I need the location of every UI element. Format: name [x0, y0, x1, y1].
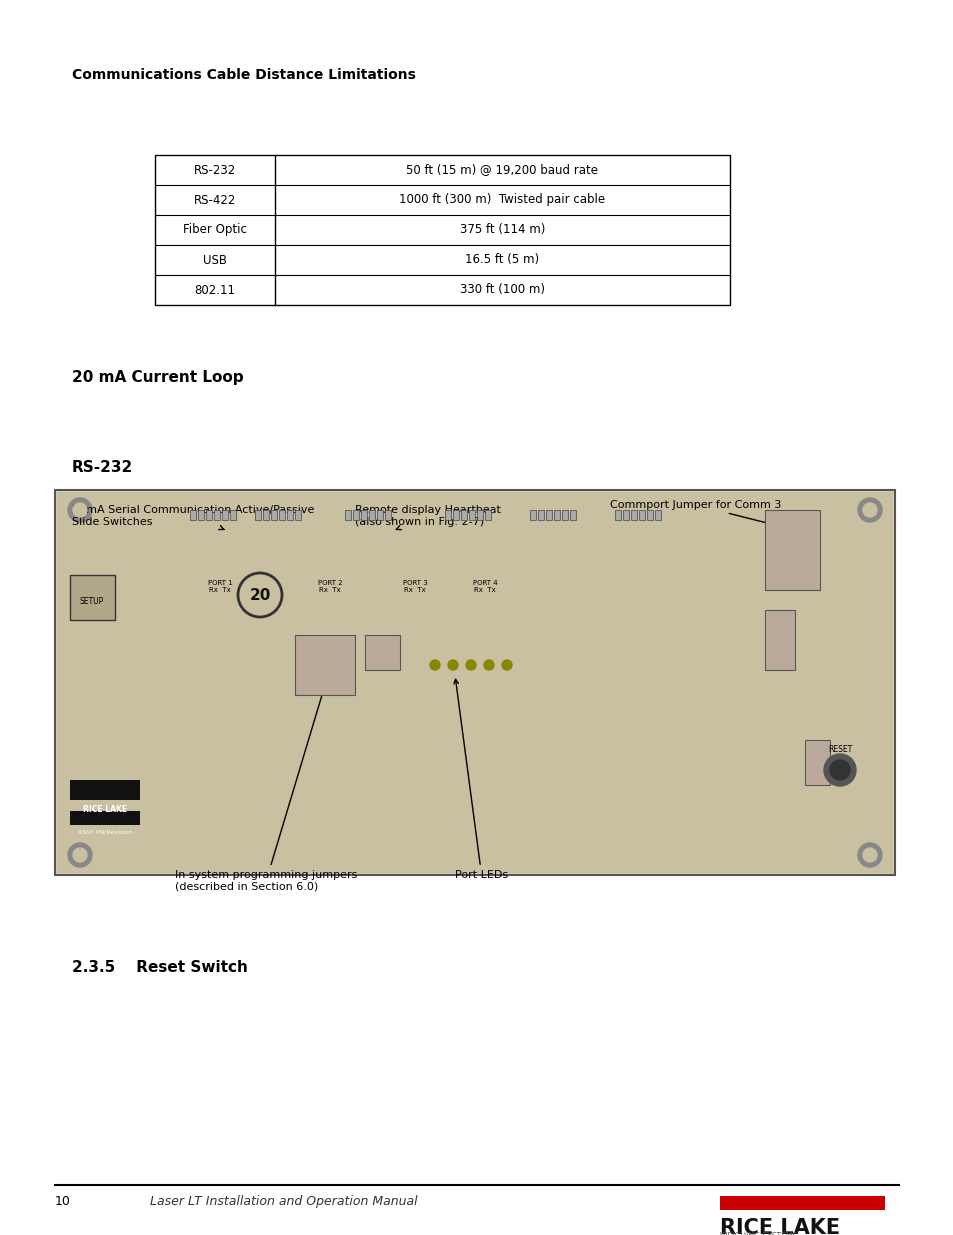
Bar	[444, 510, 451, 520]
Bar	[70, 811, 140, 825]
Bar	[198, 510, 204, 520]
Bar	[484, 510, 491, 520]
Bar	[615, 510, 620, 520]
Text: 802.11: 802.11	[194, 284, 235, 296]
Text: Communications Cable Distance Limitations: Communications Cable Distance Limitation…	[71, 68, 416, 82]
Bar	[530, 510, 536, 520]
Bar	[222, 510, 228, 520]
Text: RS-232: RS-232	[71, 459, 133, 475]
Bar	[254, 510, 261, 520]
Text: RICE LAKE: RICE LAKE	[720, 1218, 840, 1235]
Text: ASSY PN/Revision: ASSY PN/Revision	[77, 830, 132, 835]
Bar	[206, 510, 212, 520]
Bar	[294, 510, 301, 520]
Bar	[569, 510, 576, 520]
Text: USB: USB	[203, 253, 227, 267]
Text: Remote display Heartbeat
(also shown in Fig. 2-7): Remote display Heartbeat (also shown in …	[355, 505, 500, 530]
Text: SETUP: SETUP	[80, 597, 104, 606]
Bar	[365, 635, 399, 671]
Circle shape	[857, 498, 882, 522]
Bar	[630, 510, 637, 520]
Circle shape	[68, 498, 91, 522]
Circle shape	[73, 503, 87, 517]
Text: WEIGHING SYSTEMS: WEIGHING SYSTEMS	[720, 1233, 797, 1235]
Text: RESET: RESET	[827, 745, 851, 755]
Bar	[278, 510, 285, 520]
Bar	[646, 510, 652, 520]
Bar	[70, 781, 140, 800]
Text: Laser LT Installation and Operation Manual: Laser LT Installation and Operation Manu…	[150, 1195, 417, 1208]
Circle shape	[430, 659, 439, 671]
Text: PORT 4
Rx  Tx: PORT 4 Rx Tx	[472, 580, 497, 593]
Bar	[287, 510, 293, 520]
Text: RICE LAKE: RICE LAKE	[83, 805, 127, 815]
Circle shape	[68, 844, 91, 867]
Bar	[537, 510, 543, 520]
Bar	[376, 510, 382, 520]
Bar	[345, 510, 351, 520]
Text: 2.3.5    Reset Switch: 2.3.5 Reset Switch	[71, 960, 248, 974]
Text: Port LEDs: Port LEDs	[454, 679, 508, 881]
Circle shape	[862, 848, 876, 862]
Bar	[213, 510, 220, 520]
Bar	[230, 510, 235, 520]
Text: RS-422: RS-422	[193, 194, 236, 206]
Text: Commport Jumper for Comm 3: Commport Jumper for Comm 3	[609, 500, 790, 530]
Bar	[469, 510, 475, 520]
Circle shape	[483, 659, 494, 671]
Text: RS-232: RS-232	[193, 163, 236, 177]
Bar	[561, 510, 567, 520]
Circle shape	[448, 659, 457, 671]
Bar	[655, 510, 660, 520]
Bar	[554, 510, 559, 520]
Bar	[764, 610, 794, 671]
Bar	[57, 492, 892, 873]
Bar	[360, 510, 367, 520]
Text: PORT 1
Rx  Tx: PORT 1 Rx Tx	[208, 580, 233, 593]
Text: 50 ft (15 m) @ 19,200 baud rate: 50 ft (15 m) @ 19,200 baud rate	[406, 163, 598, 177]
Text: 20: 20	[249, 588, 271, 603]
Bar	[263, 510, 269, 520]
Bar	[70, 576, 115, 620]
Circle shape	[73, 848, 87, 862]
Circle shape	[829, 760, 849, 781]
Bar	[720, 1195, 884, 1210]
Bar	[294, 635, 355, 695]
Bar	[385, 510, 391, 520]
Text: Fiber Optic: Fiber Optic	[183, 224, 247, 236]
Circle shape	[465, 659, 476, 671]
Text: 330 ft (100 m): 330 ft (100 m)	[459, 284, 544, 296]
Bar	[460, 510, 467, 520]
Text: 375 ft (114 m): 375 ft (114 m)	[459, 224, 544, 236]
Circle shape	[823, 755, 855, 785]
Bar	[453, 510, 458, 520]
Bar	[55, 490, 894, 876]
Text: 20mA Serial Communication Active/Passive
Slide Switches: 20mA Serial Communication Active/Passive…	[71, 505, 314, 530]
Bar	[271, 510, 276, 520]
Bar	[622, 510, 628, 520]
Circle shape	[501, 659, 512, 671]
Text: PORT 3
Rx  Tx: PORT 3 Rx Tx	[402, 580, 427, 593]
Bar	[476, 510, 482, 520]
Bar	[154, 156, 729, 305]
Text: 1000 ft (300 m)  Twisted pair cable: 1000 ft (300 m) Twisted pair cable	[399, 194, 605, 206]
Bar	[639, 510, 644, 520]
Text: 20 mA Current Loop: 20 mA Current Loop	[71, 370, 243, 385]
Bar	[190, 510, 195, 520]
Circle shape	[857, 844, 882, 867]
Bar	[764, 510, 820, 590]
Bar	[369, 510, 375, 520]
Text: 10: 10	[55, 1195, 71, 1208]
Bar	[353, 510, 358, 520]
Bar	[804, 740, 829, 785]
Text: 16.5 ft (5 m): 16.5 ft (5 m)	[465, 253, 539, 267]
Text: PORT 2
Rx  Tx: PORT 2 Rx Tx	[317, 580, 342, 593]
Circle shape	[862, 503, 876, 517]
Bar	[545, 510, 552, 520]
Text: In system programming jumpers
(described in Section 6.0): In system programming jumpers (described…	[174, 689, 357, 892]
